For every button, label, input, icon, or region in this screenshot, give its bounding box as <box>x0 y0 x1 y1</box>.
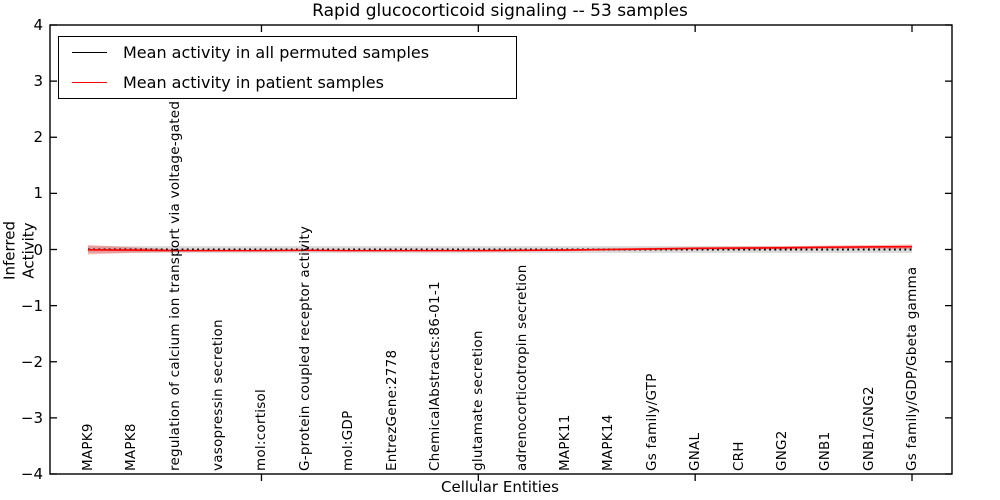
x-category-label: GNG2 <box>773 430 790 471</box>
legend-label-patient: Mean activity in patient samples <box>123 73 384 93</box>
x-category-label: ChemicalAbstracts:86-01-1 <box>426 281 443 471</box>
x-category-label: GNB1 <box>817 431 834 471</box>
x-category-label: regulation of calcium ion transport via … <box>166 41 183 471</box>
patient-line-swatch <box>72 82 107 84</box>
patient-std-band <box>88 244 912 255</box>
permuted-line-swatch <box>72 51 107 53</box>
x-category-label: MAPK8 <box>123 423 140 471</box>
y-tick-label: −3 <box>20 408 43 427</box>
x-category-label: G-protein coupled receptor activity <box>296 225 313 471</box>
x-category-label: GNB1/GNG2 <box>860 386 877 471</box>
chart-title: Rapid glucocorticoid signaling -- 53 sam… <box>312 1 688 21</box>
x-category-label: mol:GDP <box>340 410 357 471</box>
x-category-label: glutamate secretion <box>470 330 487 471</box>
x-category-label: mol:cortisol <box>253 388 270 471</box>
y-tick-label: 4 <box>33 16 43 34</box>
x-category-label: EntrezGene:2778 <box>383 349 400 471</box>
x-category-label: MAPK11 <box>557 414 574 471</box>
x-axis-title: Cellular Entities <box>441 478 559 496</box>
y-tick-label: −4 <box>20 465 43 483</box>
legend-entry-patient: Mean activity in patient samples <box>59 69 516 97</box>
x-category-label: Gs family/GDP/Gbeta gamma <box>904 266 920 471</box>
patient-mean-line <box>87 245 913 252</box>
x-category-label: GNAL <box>687 432 704 471</box>
y-tick-label: 2 <box>33 128 43 147</box>
legend-label-permuted: Mean activity in all permuted samples <box>123 42 430 62</box>
y-tick-label: 1 <box>33 184 43 203</box>
x-category-label: vasopressin secretion <box>210 319 227 471</box>
x-category-label: adrenocorticotropin secretion <box>513 264 530 471</box>
y-tick-label: −1 <box>20 296 43 315</box>
legend: Mean activity in all permuted samples Me… <box>58 36 517 99</box>
x-category-label: CRH <box>730 441 747 471</box>
y-tick-label: 3 <box>33 72 43 91</box>
y-tick-label: −2 <box>20 352 43 371</box>
x-category-label: Gs family/GTP <box>643 373 660 471</box>
legend-entry-permuted: Mean activity in all permuted samples <box>59 38 516 66</box>
y-axis-title: Inferred Activity <box>0 221 38 280</box>
x-category-label: MAPK9 <box>80 423 96 471</box>
x-category-label: MAPK14 <box>600 414 617 471</box>
y-tick-label: 0 <box>33 240 43 259</box>
